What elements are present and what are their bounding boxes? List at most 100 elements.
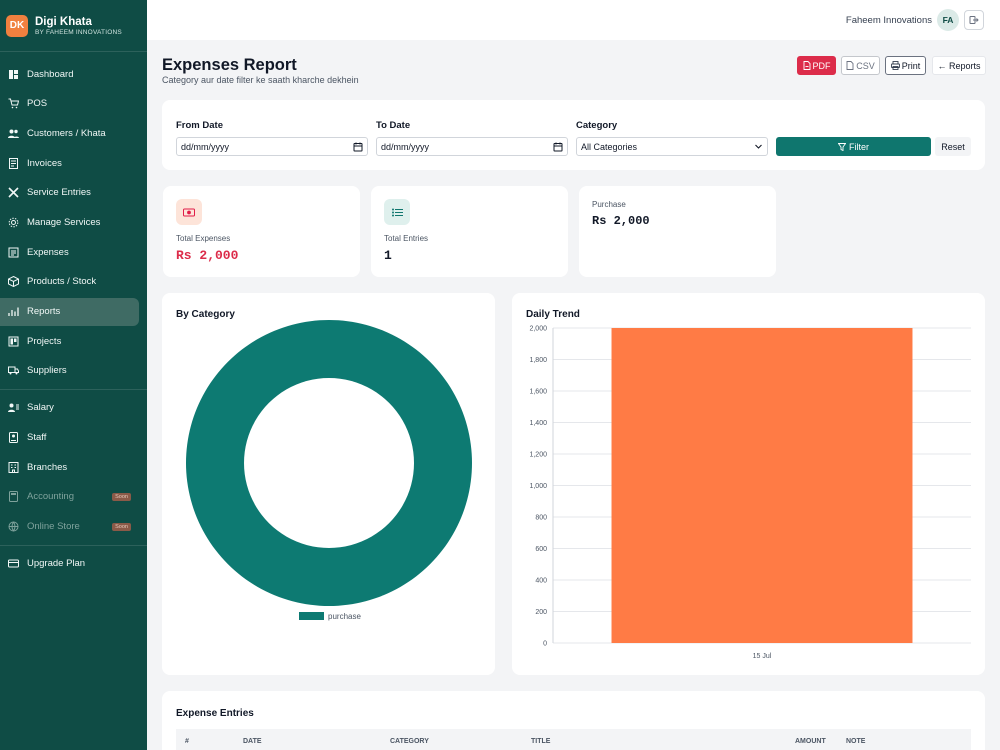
logout-icon	[969, 16, 979, 24]
column-header: NOTE	[846, 738, 866, 745]
gear-icon	[8, 217, 19, 228]
total-expenses-value: Rs 2,000	[176, 248, 239, 263]
brand-subtitle: BY FAHEEM INNOVATIONS	[35, 28, 122, 36]
user-name: Faheem Innovations	[845, 15, 932, 26]
total-expenses-label: Total Expenses	[176, 234, 231, 243]
sidebar-nav: Dashboard POS Customers / Khata Invoices Ser…	[0, 52, 147, 578]
donut-slice	[185, 320, 472, 606]
purchase-card: Purchase Rs 2,000	[579, 186, 776, 277]
box-icon	[8, 276, 19, 288]
accounting-icon	[8, 491, 19, 503]
page-subtitle: Category aur date filter ke saath kharch…	[162, 75, 359, 85]
brand-name: Digi Khata	[35, 15, 92, 28]
sidebar-item-label: Suppliers	[27, 365, 67, 377]
soon-badge: Soon	[112, 492, 131, 501]
invoice-icon	[8, 157, 19, 169]
nav-divider	[0, 544, 147, 546]
legend-label: purchase	[328, 612, 361, 621]
csv-label: CSV	[856, 60, 875, 71]
cart-icon	[8, 98, 19, 109]
logout-button[interactable]	[964, 10, 984, 30]
list-icon	[384, 199, 410, 225]
sidebar-item-label: POS	[27, 98, 48, 110]
avatar[interactable]: FA	[937, 9, 959, 31]
pdf-label: PDF	[812, 60, 831, 71]
sidebar-item-suppliers[interactable]: Suppliers	[0, 357, 139, 385]
daily-trend-card: Daily Trend 0 200 400 600 800 1,000 1,200 1,400…	[512, 293, 985, 675]
sidebar-item-label: Salary	[27, 402, 54, 414]
total-expenses-card: Total Expenses Rs 2,000	[163, 186, 360, 277]
y-tick-label: 1,800	[529, 357, 547, 364]
sidebar: DK Digi Khata BY FAHEEM INNOVATIONS Dash…	[0, 0, 147, 750]
column-header: TITLE	[531, 738, 551, 745]
sidebar-item-salary[interactable]: Salary	[0, 394, 139, 422]
calendar-icon	[353, 142, 363, 151]
category-value: All Categories	[581, 141, 638, 152]
sidebar-item-upgrade-plan[interactable]: Upgrade Plan	[0, 550, 139, 578]
to-date-input[interactable]: dd/mm/yyyy	[376, 137, 568, 156]
y-tick-label: 0	[543, 641, 547, 648]
from-date-label: From Date	[176, 120, 223, 131]
category-select[interactable]: All Categories	[576, 137, 768, 156]
sidebar-item-branches[interactable]: Branches	[0, 453, 139, 481]
bar	[611, 328, 913, 643]
from-date-input[interactable]: dd/mm/yyyy	[176, 137, 368, 156]
sidebar-item-dashboard[interactable]: Dashboard	[0, 60, 139, 88]
soon-badge: Soon	[112, 522, 131, 531]
sidebar-item-expenses[interactable]: Expenses	[0, 238, 139, 266]
expense-entries-card: Expense Entries # DATE CATEGORY TITLE AM…	[162, 691, 985, 750]
sidebar-item-projects[interactable]: Projects	[0, 327, 139, 355]
pdf-button[interactable]: PDF	[797, 56, 836, 75]
branches-icon	[8, 461, 19, 473]
brand: DK Digi Khata BY FAHEEM INNOVATIONS	[0, 0, 147, 52]
chart-title-daily-trend: Daily Trend	[526, 309, 580, 320]
donut-chart: purchase	[185, 320, 472, 621]
staff-icon	[8, 432, 19, 444]
legend-swatch	[299, 612, 324, 620]
y-tick-label: 600	[535, 546, 547, 553]
funnel-icon	[838, 142, 846, 151]
reset-button[interactable]: Reset	[935, 137, 971, 156]
sidebar-item-products-stock[interactable]: Products / Stock	[0, 268, 139, 296]
sidebar-item-manage-services[interactable]: Manage Services	[0, 208, 139, 236]
tools-icon	[8, 187, 19, 198]
by-category-card: By Category purchase	[162, 293, 495, 675]
chevron-down-icon	[755, 144, 762, 149]
sidebar-item-service-entries[interactable]: Service Entries	[0, 179, 139, 207]
to-date-value: dd/mm/yyyy	[381, 141, 430, 152]
sidebar-item-label: Manage Services	[27, 216, 101, 228]
printer-icon	[890, 61, 900, 70]
column-header: DATE	[243, 738, 262, 745]
sidebar-item-invoices[interactable]: Invoices	[0, 149, 139, 177]
y-tick-label: 1,600	[529, 389, 547, 396]
sidebar-item-pos[interactable]: POS	[0, 90, 139, 118]
back-to-reports-button[interactable]: ← Reports	[932, 56, 986, 75]
sidebar-item-online-store: Online Store Soon	[0, 513, 139, 541]
to-date-label: To Date	[376, 120, 411, 131]
csv-button[interactable]: CSV	[841, 56, 880, 75]
x-tick-label: 15 Jul	[753, 653, 772, 660]
store-icon	[8, 521, 19, 532]
purchase-value: Rs 2,000	[592, 214, 650, 228]
total-entries-card: Total Entries 1	[371, 186, 568, 277]
print-button[interactable]: Print	[885, 56, 926, 75]
sidebar-item-staff[interactable]: Staff	[0, 424, 139, 452]
y-tick-label: 800	[535, 515, 547, 522]
sidebar-item-label: Accounting	[27, 491, 75, 503]
sidebar-item-accounting: Accounting Soon	[0, 483, 139, 511]
y-tick-label: 400	[535, 578, 547, 585]
sidebar-item-label: Customers / Khata	[27, 127, 106, 139]
sidebar-item-reports[interactable]: Reports	[0, 297, 139, 326]
sidebar-item-label: Projects	[27, 335, 62, 347]
card-icon	[8, 558, 19, 569]
filter-label: Filter	[849, 141, 869, 152]
nav-divider	[0, 388, 147, 390]
sidebar-item-customers-khata[interactable]: Customers / Khata	[0, 119, 139, 147]
purchase-label: Purchase	[592, 200, 626, 209]
y-tick-label: 1,000	[529, 483, 547, 490]
calendar-icon	[553, 142, 563, 151]
print-label: Print	[901, 60, 921, 71]
y-tick-label: 200	[535, 609, 547, 616]
table-header: # DATE CATEGORY TITLE AMOUNT NOTE	[176, 729, 971, 750]
filter-button[interactable]: Filter	[776, 137, 931, 156]
